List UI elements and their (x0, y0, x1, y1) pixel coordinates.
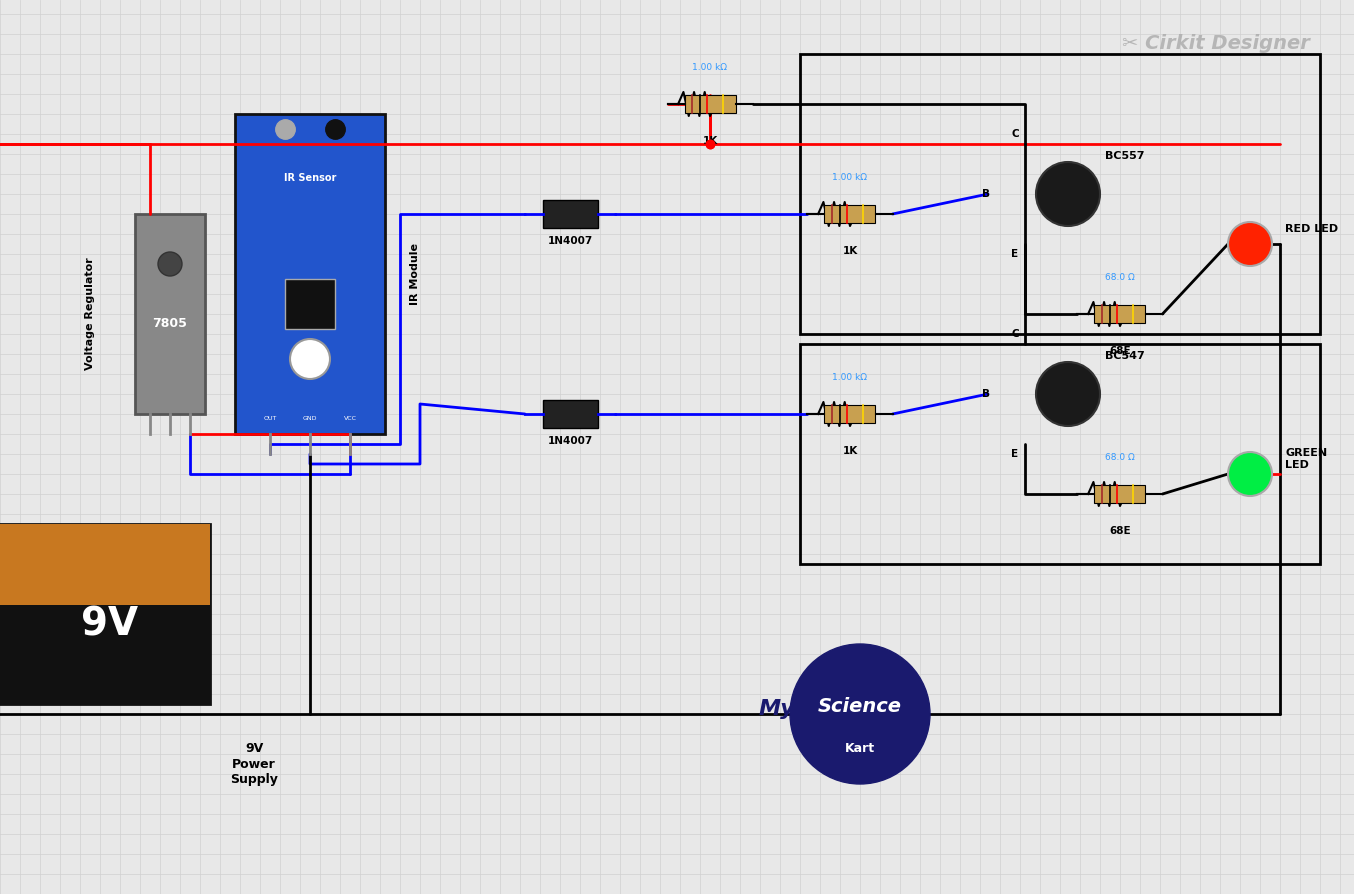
Text: 1K: 1K (842, 446, 857, 456)
Text: GND: GND (303, 417, 317, 421)
Text: Voltage Regulator: Voltage Regulator (85, 257, 95, 370)
Bar (543, 400, 597, 428)
Text: 9V
Power
Supply: 9V Power Supply (230, 743, 278, 786)
Circle shape (1228, 452, 1271, 496)
Bar (825, 205, 876, 223)
Bar (0, 524, 210, 704)
Text: 1N4007: 1N4007 (547, 236, 593, 246)
Text: 68E: 68E (1109, 346, 1131, 356)
Text: 1K: 1K (703, 136, 718, 146)
Text: BC547: BC547 (1105, 351, 1144, 361)
Text: 1.00 kΩ: 1.00 kΩ (833, 373, 868, 382)
Text: OUT: OUT (263, 417, 276, 421)
Bar (0, 524, 210, 605)
Text: 9V: 9V (81, 605, 138, 643)
Bar (1094, 305, 1145, 323)
Text: Kart: Kart (845, 743, 875, 755)
Text: C: C (1011, 329, 1018, 339)
Bar (284, 279, 334, 329)
Text: ✂️ Cirkit Designer: ✂️ Cirkit Designer (1122, 34, 1311, 53)
Text: 68E: 68E (1109, 526, 1131, 536)
Bar (236, 114, 385, 434)
Text: B: B (982, 389, 990, 399)
Text: IR Sensor: IR Sensor (284, 173, 336, 183)
Bar (135, 214, 204, 414)
Circle shape (1228, 222, 1271, 266)
Text: Science: Science (818, 696, 902, 715)
Bar (800, 54, 1320, 334)
Text: 7805: 7805 (153, 317, 187, 331)
Text: E: E (1011, 449, 1018, 459)
Text: BC557: BC557 (1105, 151, 1144, 161)
Bar (685, 95, 735, 113)
Text: RED LED: RED LED (1285, 224, 1338, 234)
Circle shape (789, 644, 930, 784)
Text: 68.0 Ω: 68.0 Ω (1105, 453, 1135, 462)
Text: B: B (982, 189, 990, 199)
Bar (825, 405, 876, 423)
Text: IR Module: IR Module (410, 243, 420, 305)
Circle shape (290, 339, 330, 379)
Bar (800, 344, 1320, 564)
Text: 68.0 Ω: 68.0 Ω (1105, 273, 1135, 282)
Bar (1094, 485, 1145, 503)
Text: C: C (1011, 129, 1018, 139)
Text: 1.00 kΩ: 1.00 kΩ (833, 173, 868, 182)
Text: GREEN
LED: GREEN LED (1285, 448, 1327, 470)
Circle shape (1036, 362, 1099, 426)
Text: E: E (1011, 249, 1018, 259)
Circle shape (158, 252, 181, 276)
Text: 1K: 1K (842, 246, 857, 256)
Text: 1.00 kΩ: 1.00 kΩ (692, 63, 727, 72)
Text: VCC: VCC (344, 417, 356, 421)
Text: My: My (758, 699, 795, 719)
Circle shape (1036, 162, 1099, 226)
Bar (543, 200, 597, 228)
Text: 1N4007: 1N4007 (547, 436, 593, 446)
